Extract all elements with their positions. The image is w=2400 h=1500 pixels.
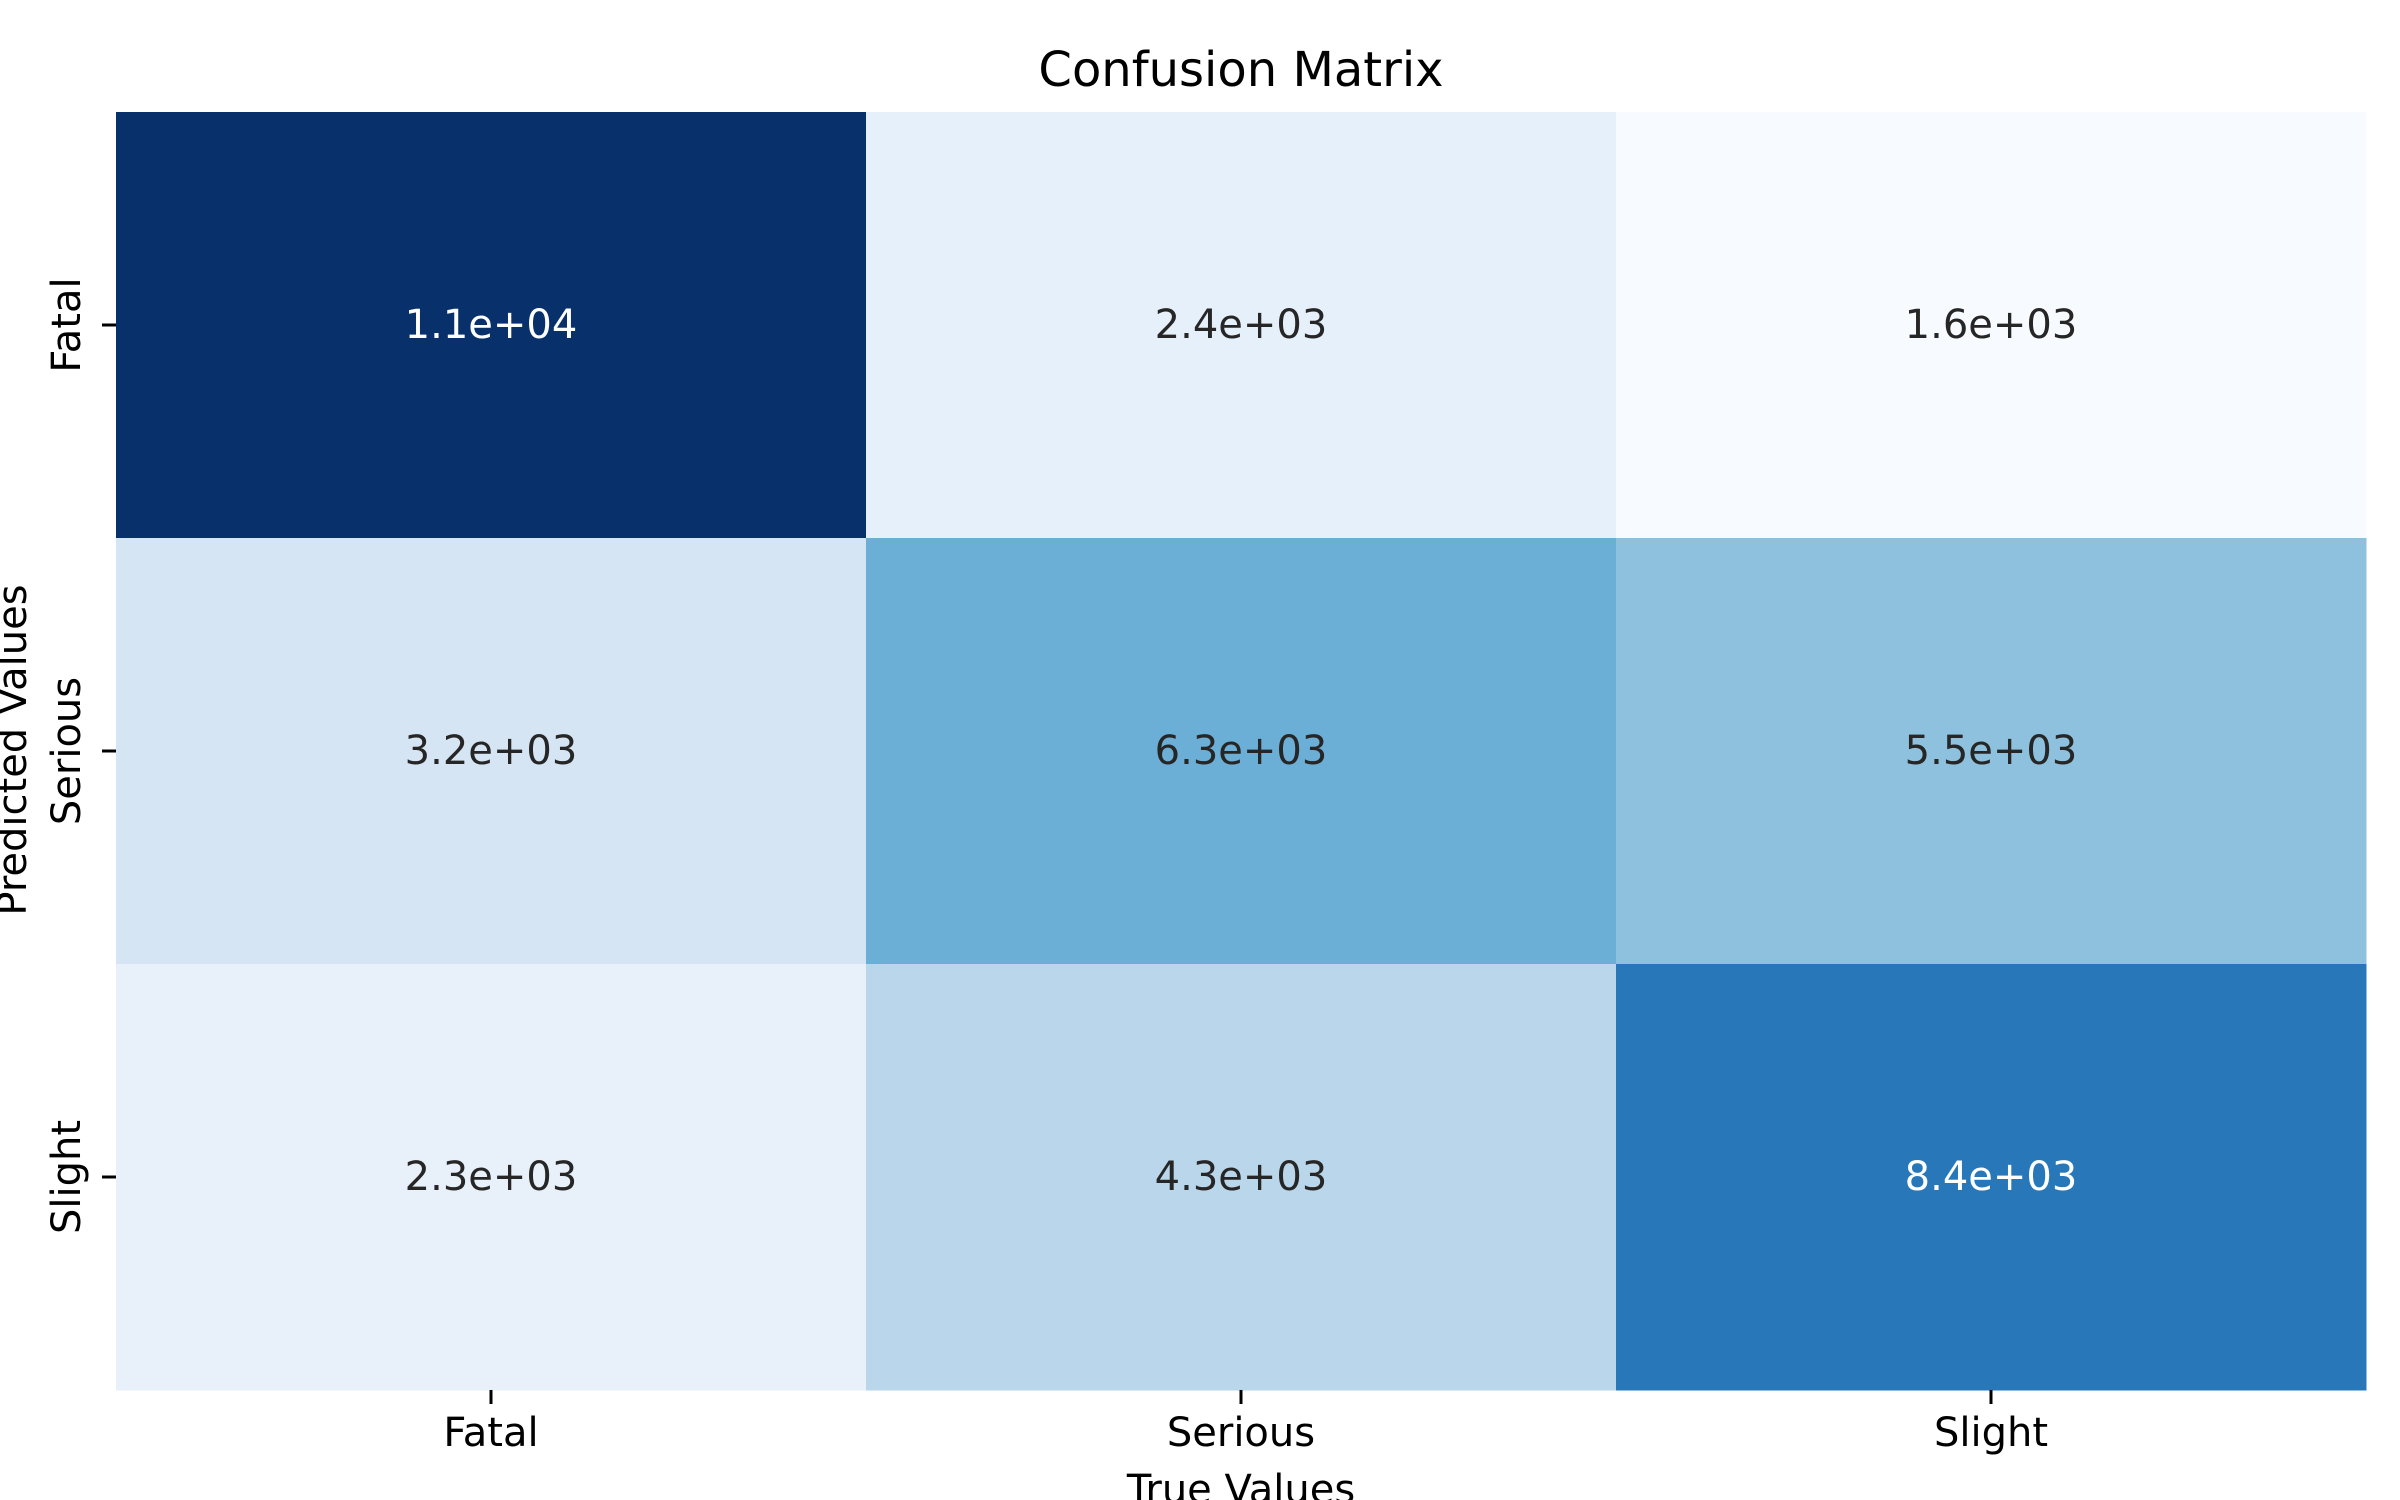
heatmap-cell-slight-fatal xyxy=(116,964,867,1391)
heatmap-cell-labels: 1.1e+04 2.4e+03 1.6e+03 3.2e+03 6.3e+03 5.5e+… xyxy=(405,302,2078,1200)
heatmap-cell-fatal-fatal xyxy=(116,112,867,539)
cell-value-label-fatal-slight: 1.6e+03 xyxy=(1905,302,2078,348)
heatmap-cell-fatal-serious xyxy=(866,112,1617,539)
cell-value-label-slight-slight: 8.4e+03 xyxy=(1905,1154,2078,1200)
x-tick-label-fatal: Fatal xyxy=(443,1410,538,1456)
y-tick-label-slight: Slight xyxy=(44,1120,90,1234)
y-tick-label-fatal: Fatal xyxy=(44,277,90,372)
cell-value-label-slight-serious: 4.3e+03 xyxy=(1155,1154,1328,1200)
cell-value-label-serious-slight: 5.5e+03 xyxy=(1905,728,2078,774)
heatmap-cell-slight-serious xyxy=(866,964,1617,1391)
heatmap-cell-serious-slight xyxy=(1616,538,2367,965)
y-axis-label: Predicted Values xyxy=(0,584,36,915)
cell-value-label-fatal-serious: 2.4e+03 xyxy=(1155,302,1328,348)
heatmap-cell-slight-slight xyxy=(1616,964,2367,1391)
x-tick-label-slight: Slight xyxy=(1934,1410,2048,1456)
cell-value-label-slight-fatal: 2.3e+03 xyxy=(405,1154,578,1200)
heatmap-cell-serious-serious xyxy=(866,538,1617,965)
x-tick-label-serious: Serious xyxy=(1167,1410,1315,1456)
y-axis: Fatal Serious Slight xyxy=(44,277,116,1234)
heatmap-cells xyxy=(116,112,2367,1391)
cell-value-label-fatal-fatal: 1.1e+04 xyxy=(405,302,578,348)
cell-value-label-serious-fatal: 3.2e+03 xyxy=(405,728,578,774)
cell-value-label-serious-serious: 6.3e+03 xyxy=(1155,728,1328,774)
x-axis-label: True Values xyxy=(1126,1467,1355,1500)
chart-title: Confusion Matrix xyxy=(1038,42,1443,98)
x-axis: Fatal Serious Slight xyxy=(443,1390,2048,1456)
y-tick-label-serious: Serious xyxy=(44,677,90,825)
heatmap-cell-serious-fatal xyxy=(116,538,867,965)
heatmap-cell-fatal-slight xyxy=(1616,112,2367,539)
